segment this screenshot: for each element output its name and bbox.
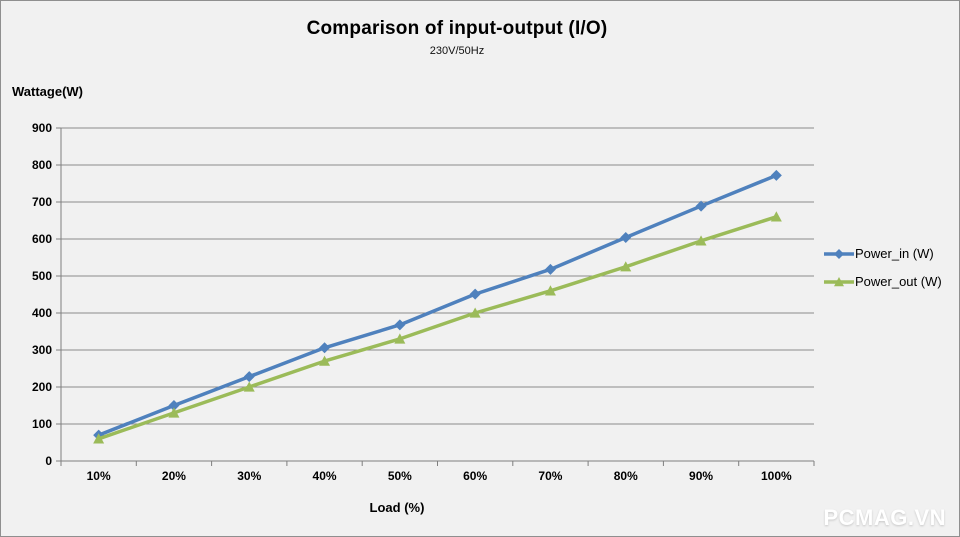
series-line-power-in-w- <box>98 173 778 437</box>
x-tick-label: 30% <box>237 469 261 483</box>
data-point-marker <box>319 342 331 354</box>
data-point-marker <box>243 381 255 392</box>
y-tick-label: 0 <box>45 454 52 468</box>
y-tick-label: 200 <box>32 380 52 394</box>
chart-subtitle: 230V/50Hz <box>429 45 485 57</box>
legend: Power_in (W) Power_out (W) <box>824 246 942 289</box>
data-point-marker <box>93 433 105 444</box>
y-tick-label: 800 <box>32 158 52 172</box>
data-point-marker <box>544 285 556 296</box>
watermark: PCMAG.VN <box>823 505 946 530</box>
y-tick-label: 700 <box>32 195 52 209</box>
x-tick-label: 100% <box>761 469 792 483</box>
data-point-marker <box>770 169 782 181</box>
data-point-marker <box>394 319 406 331</box>
x-tick-label: 40% <box>313 469 337 483</box>
data-point-marker <box>695 235 707 246</box>
x-tick-label: 20% <box>162 469 186 483</box>
y-tick-label: 500 <box>32 269 52 283</box>
data-point-marker <box>394 333 406 344</box>
y-axis-title: Wattage(W) <box>12 84 84 99</box>
y-tick-label: 400 <box>32 306 52 320</box>
data-point-marker <box>469 288 481 300</box>
legend-item-power-out: Power_out (W) <box>824 274 942 289</box>
series-line-power-out-w- <box>98 215 777 441</box>
data-point-marker <box>620 232 632 244</box>
legend-label-power-in: Power_in (W) <box>855 246 934 261</box>
data-point-marker <box>620 261 632 272</box>
y-tick-label: 600 <box>32 232 52 246</box>
x-axis-title: Load (%) <box>369 500 425 515</box>
data-point-marker <box>770 211 782 222</box>
x-tick-label: 90% <box>689 469 713 483</box>
chart-title: Comparison of input-output (I/O) <box>306 18 608 39</box>
y-tick-label: 300 <box>32 343 52 357</box>
legend-label-power-out: Power_out (W) <box>855 274 942 289</box>
data-point-marker <box>319 355 331 366</box>
x-tick-label: 80% <box>614 469 638 483</box>
x-tick-label: 70% <box>538 469 562 483</box>
x-tick-label: 50% <box>388 469 412 483</box>
data-point-marker <box>469 307 481 318</box>
power-in-line-swatch <box>824 248 854 259</box>
y-tick-label: 900 <box>32 121 52 135</box>
data-point-marker <box>168 400 180 411</box>
data-point-marker <box>544 263 556 275</box>
x-tick-label: 60% <box>463 469 487 483</box>
x-tick-label: 10% <box>87 469 111 483</box>
legend-item-power-in: Power_in (W) <box>824 246 942 261</box>
power-out-line-swatch <box>824 276 854 286</box>
data-point-marker <box>695 200 707 212</box>
y-tick-label: 100 <box>32 417 52 431</box>
data-point-marker <box>243 371 255 383</box>
data-point-marker <box>168 407 180 418</box>
